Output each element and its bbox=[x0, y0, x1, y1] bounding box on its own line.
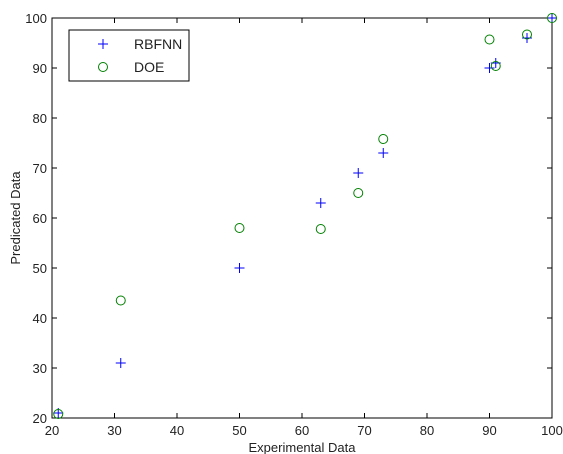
x-tick-label: 50 bbox=[232, 423, 246, 438]
y-tick-label: 100 bbox=[25, 11, 47, 26]
series-doe bbox=[53, 13, 557, 419]
data-point bbox=[115, 295, 126, 306]
data-point bbox=[353, 188, 364, 198]
x-tick-label: 70 bbox=[357, 423, 371, 438]
x-tick-label: 40 bbox=[170, 423, 184, 438]
legend-marker-rbfnn bbox=[98, 39, 108, 49]
y-tick-label: 50 bbox=[33, 261, 47, 276]
x-tick-label: 20 bbox=[45, 423, 59, 438]
y-tick-label: 80 bbox=[33, 111, 47, 126]
legend-markers bbox=[98, 39, 108, 72]
y-axis-label: Predicated Data bbox=[8, 171, 23, 265]
y-tick-label: 20 bbox=[33, 411, 47, 426]
data-point bbox=[353, 168, 364, 178]
axis-ticks bbox=[51, 17, 553, 419]
data-point bbox=[234, 223, 245, 233]
data-point bbox=[378, 134, 389, 144]
x-axis-label: Experimental Data bbox=[249, 440, 357, 454]
y-tick-label: 40 bbox=[33, 311, 47, 326]
data-point bbox=[53, 409, 64, 419]
data-point bbox=[315, 198, 326, 208]
plot-area bbox=[51, 17, 553, 419]
data-point bbox=[484, 34, 495, 45]
y-tick-label: 60 bbox=[33, 211, 47, 226]
y-tick-label: 30 bbox=[33, 361, 47, 376]
data-points bbox=[53, 13, 557, 419]
data-point bbox=[547, 13, 557, 23]
data-point bbox=[315, 224, 326, 234]
data-point bbox=[115, 358, 126, 368]
x-tick-label: 80 bbox=[420, 423, 434, 438]
data-point bbox=[522, 29, 532, 40]
x-tick-label: 90 bbox=[482, 423, 496, 438]
x-tick-label: 60 bbox=[295, 423, 309, 438]
axis-tick-labels: 20 30 40 50 60 70 80 90 100 20 30 40 50 60 70 80 90 100 bbox=[25, 11, 563, 438]
series-rbfnn bbox=[53, 13, 557, 418]
data-point bbox=[378, 148, 389, 158]
legend-box bbox=[68, 29, 190, 82]
legend-label-rbfnn: RBFNN bbox=[134, 36, 182, 52]
legend-marker-doe bbox=[98, 62, 108, 72]
x-tick-label: 100 bbox=[541, 423, 563, 438]
y-tick-label: 90 bbox=[33, 61, 47, 76]
y-tick-label: 70 bbox=[33, 161, 47, 176]
legend: RBFNN DOE bbox=[68, 29, 190, 82]
legend-label-doe: DOE bbox=[134, 59, 164, 75]
data-point bbox=[484, 63, 495, 73]
data-point bbox=[547, 13, 557, 23]
data-point bbox=[234, 263, 245, 273]
x-tick-label: 30 bbox=[107, 423, 121, 438]
data-point bbox=[490, 61, 501, 71]
